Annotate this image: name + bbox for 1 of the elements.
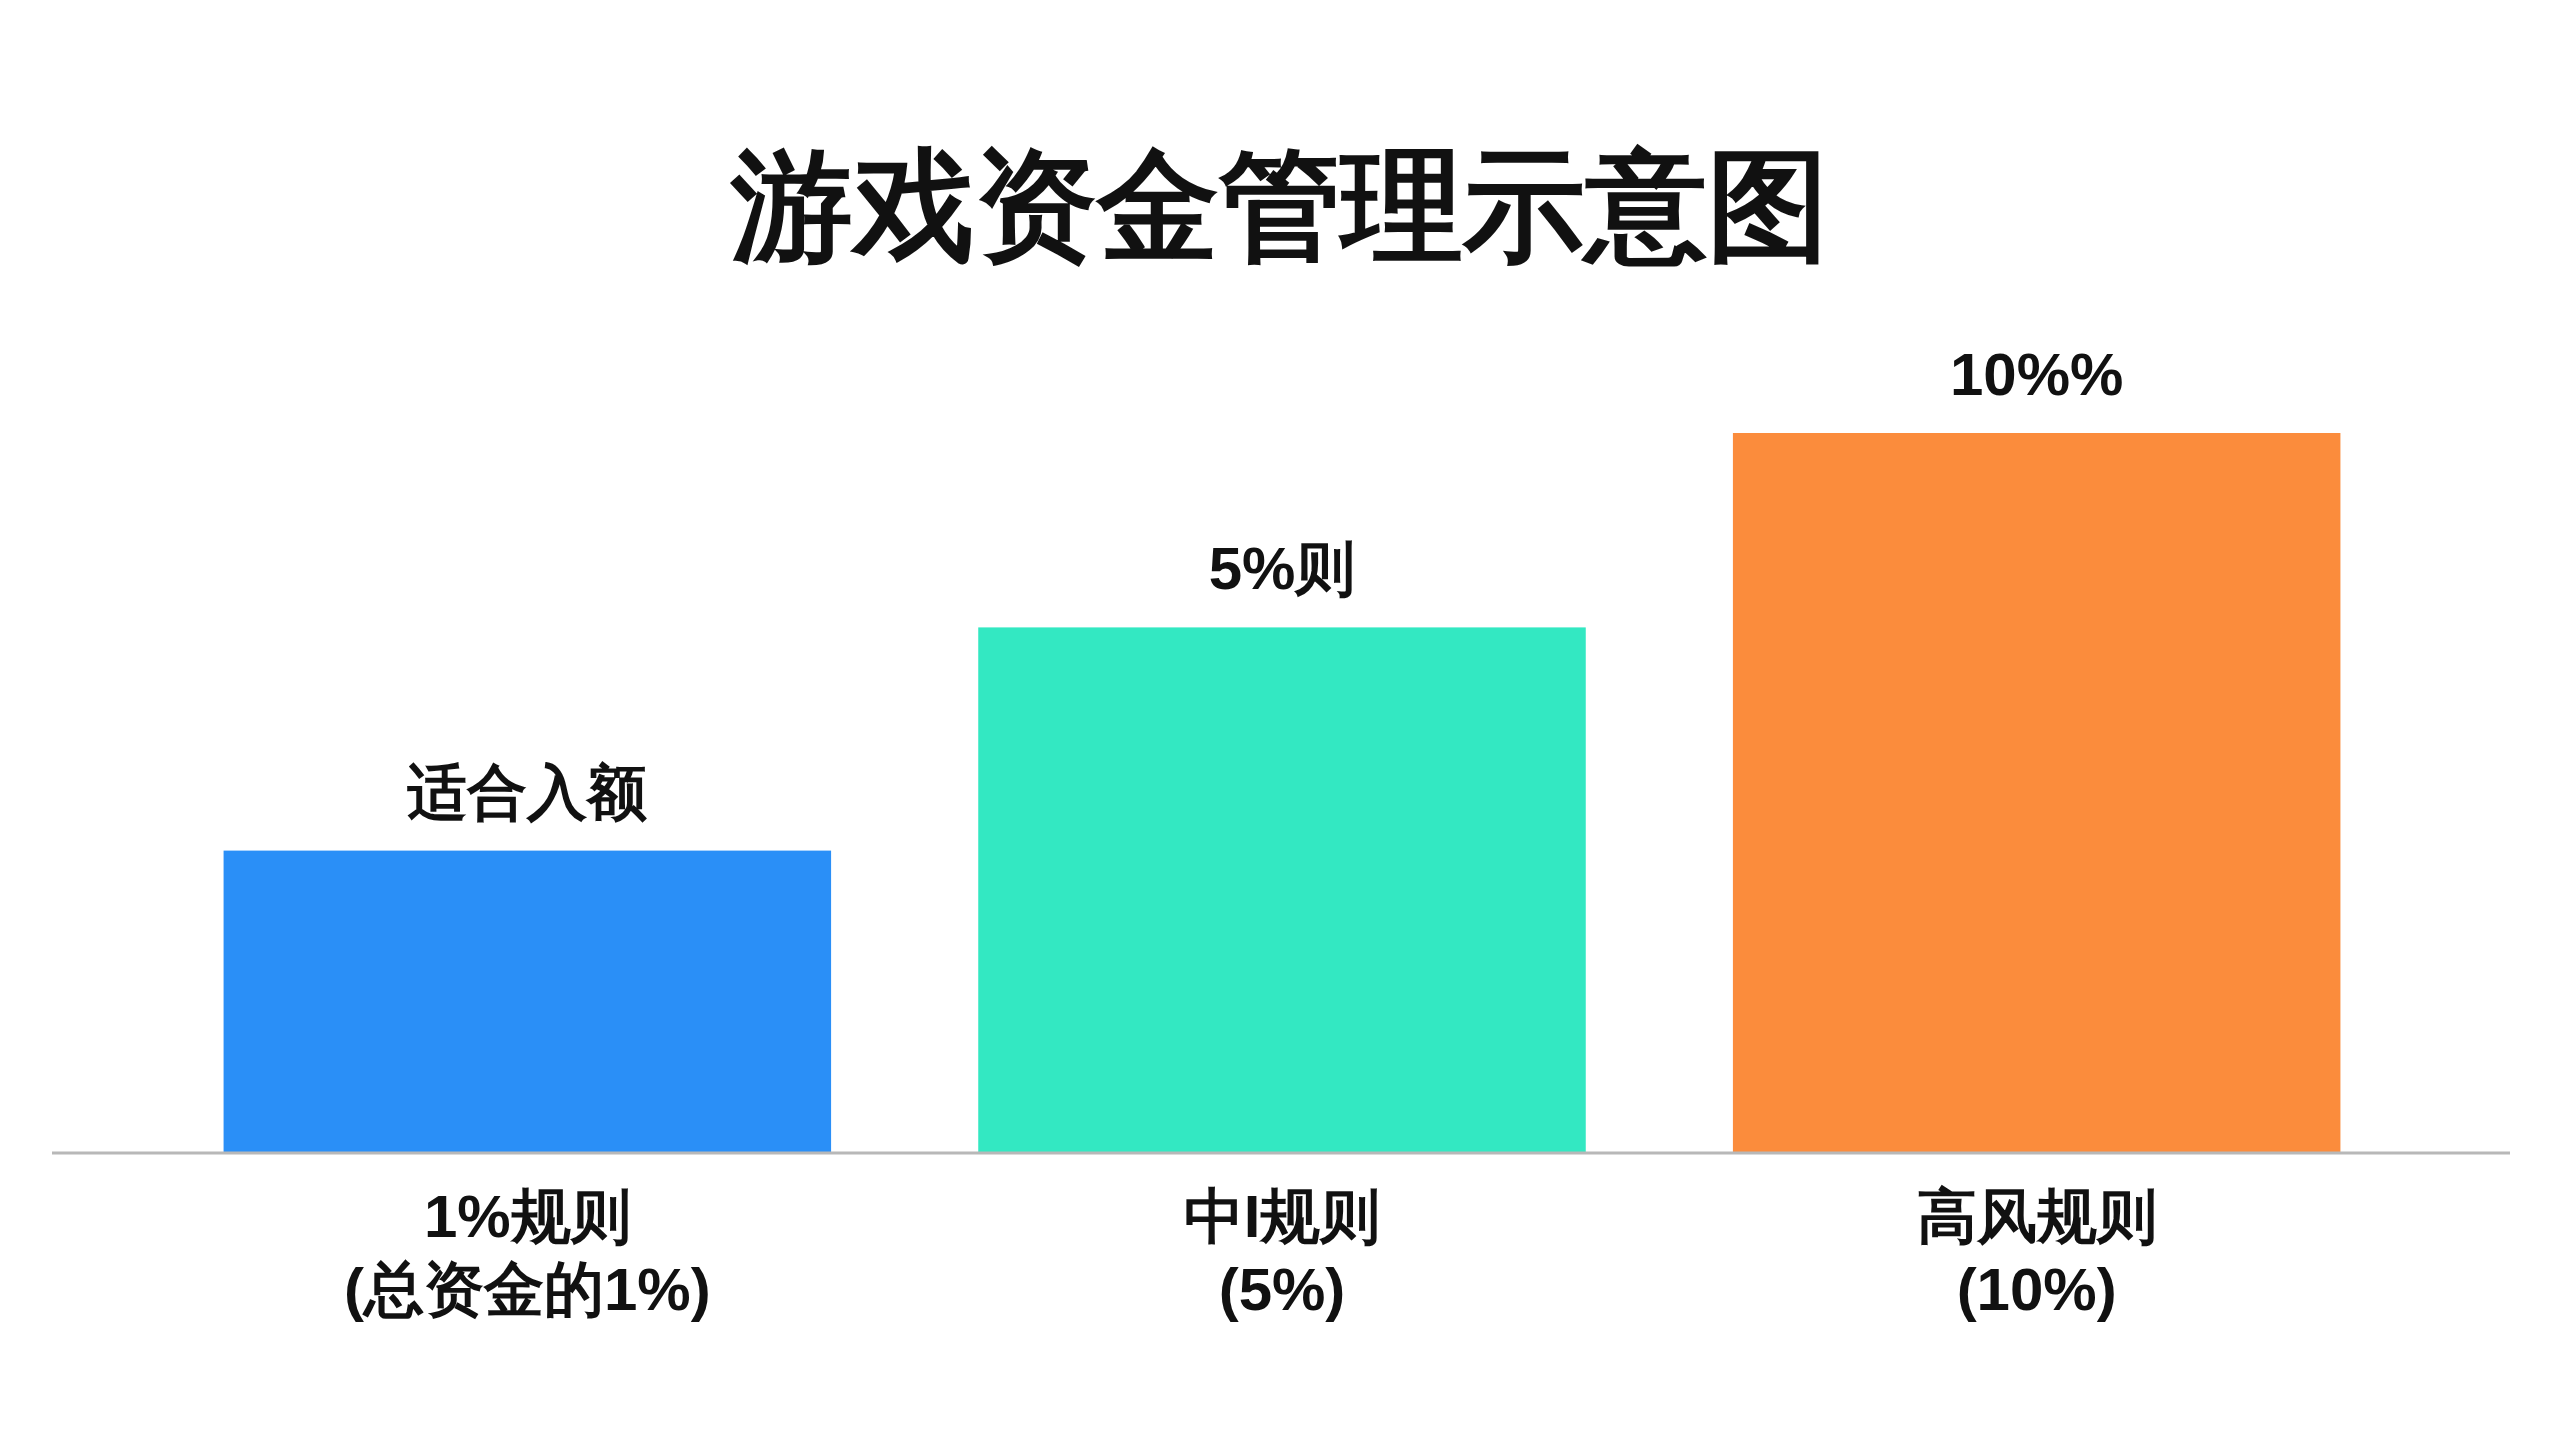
title: 游戏资金管理示意图	[731, 138, 1829, 274]
